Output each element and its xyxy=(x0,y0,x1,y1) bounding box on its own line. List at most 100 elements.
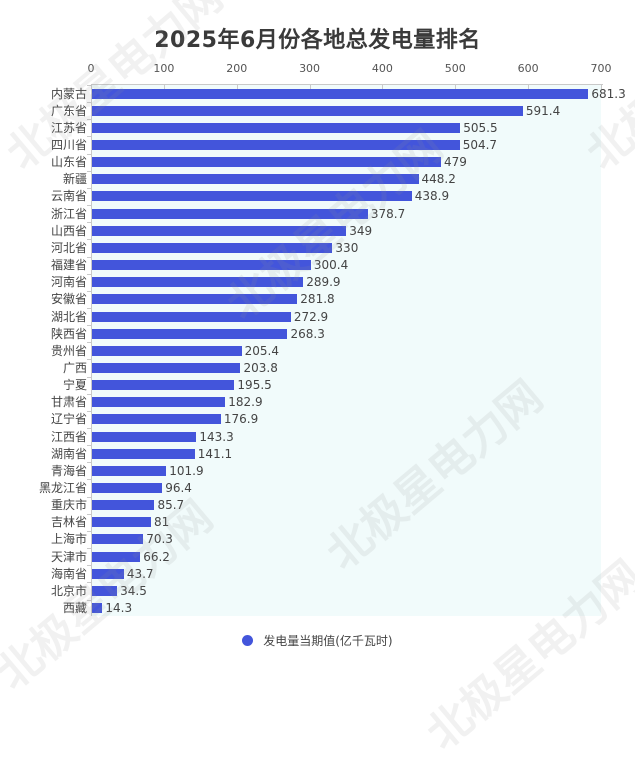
y-tick-mark xyxy=(87,239,91,241)
category-label: 宁夏 xyxy=(62,378,87,393)
x-tick-label: 400 xyxy=(371,62,393,75)
category-label: 天津市 xyxy=(50,549,87,564)
bar[interactable] xyxy=(92,208,368,219)
value-label: 203.8 xyxy=(243,360,278,375)
bar[interactable] xyxy=(92,140,460,151)
value-label: 141.1 xyxy=(197,446,233,461)
value-label: 330 xyxy=(335,240,359,255)
category-label: 辽宁省 xyxy=(50,412,87,427)
category-label: 湖南省 xyxy=(50,446,87,461)
value-label: 504.7 xyxy=(462,138,498,153)
bar[interactable] xyxy=(92,414,221,425)
category-label: 贵州省 xyxy=(50,343,87,358)
bar[interactable] xyxy=(92,568,124,579)
value-label: 681.3 xyxy=(591,86,626,101)
bar[interactable] xyxy=(92,500,155,511)
bar[interactable] xyxy=(92,603,103,614)
bar[interactable] xyxy=(92,174,419,185)
value-label: 448.2 xyxy=(421,172,456,187)
category-label: 黑龙江省 xyxy=(38,481,87,496)
value-label: 34.5 xyxy=(120,583,147,598)
legend-marker-icon xyxy=(242,635,254,646)
value-label: 43.7 xyxy=(126,566,154,581)
bar[interactable] xyxy=(92,551,141,562)
y-tick-mark xyxy=(87,445,91,447)
bar[interactable] xyxy=(92,88,589,99)
bar[interactable] xyxy=(92,397,226,408)
bar[interactable] xyxy=(92,277,304,288)
y-tick-mark xyxy=(87,273,91,275)
bar[interactable] xyxy=(92,585,118,596)
x-tick-mark xyxy=(601,84,602,89)
y-tick-mark xyxy=(87,119,91,121)
value-label: 289.9 xyxy=(306,275,341,290)
value-label: 268.3 xyxy=(290,326,325,341)
x-tick-mark xyxy=(382,84,384,89)
y-tick-mark xyxy=(87,359,91,361)
x-tick-label: 100 xyxy=(153,62,175,75)
x-axis-line xyxy=(91,84,603,85)
bar[interactable] xyxy=(92,483,163,494)
category-label: 西藏 xyxy=(62,601,87,616)
value-label: 182.9 xyxy=(228,395,263,410)
bar[interactable] xyxy=(92,465,167,476)
legend[interactable]: 发电量当期值(亿千瓦时) xyxy=(0,632,635,649)
bar[interactable] xyxy=(92,242,333,253)
x-tick-mark xyxy=(91,84,92,89)
category-label: 云南省 xyxy=(50,189,87,204)
bar[interactable] xyxy=(92,362,241,373)
bar[interactable] xyxy=(92,105,523,116)
y-tick-mark xyxy=(87,548,91,550)
category-label: 吉林省 xyxy=(50,515,87,530)
y-tick-mark xyxy=(87,85,91,86)
y-tick-mark xyxy=(87,222,91,224)
bar[interactable] xyxy=(92,431,197,442)
category-label: 北京市 xyxy=(50,583,87,598)
category-label: 陕西省 xyxy=(50,326,87,341)
y-tick-mark xyxy=(87,153,91,155)
category-label: 新疆 xyxy=(62,172,87,187)
value-label: 349 xyxy=(349,223,373,238)
bar[interactable] xyxy=(92,380,235,391)
bar[interactable] xyxy=(92,534,144,545)
value-label: 96.4 xyxy=(165,481,192,496)
y-tick-mark xyxy=(87,530,91,532)
category-label: 河北省 xyxy=(50,240,87,255)
category-label: 江西省 xyxy=(50,429,87,444)
y-tick-mark xyxy=(87,496,91,498)
category-label: 海南省 xyxy=(50,566,87,581)
y-tick-mark xyxy=(87,565,91,567)
bar[interactable] xyxy=(92,157,441,168)
chart-title: 2025年6月份各地总发电量排名 xyxy=(154,28,481,53)
category-label: 江苏省 xyxy=(50,120,87,135)
bar[interactable] xyxy=(92,448,195,459)
y-tick-mark xyxy=(87,102,91,104)
category-label: 甘肃省 xyxy=(50,395,87,410)
bar[interactable] xyxy=(92,191,412,202)
y-tick-mark xyxy=(87,582,91,584)
x-tick-mark xyxy=(455,84,457,89)
bar[interactable] xyxy=(92,517,151,528)
bar[interactable] xyxy=(92,122,461,133)
bar[interactable] xyxy=(92,294,298,305)
bar[interactable] xyxy=(92,328,288,339)
bar[interactable] xyxy=(92,345,242,356)
y-tick-mark xyxy=(87,479,91,481)
y-tick-mark xyxy=(87,342,91,344)
category-label: 湖北省 xyxy=(50,309,87,324)
y-tick-mark xyxy=(87,307,91,309)
category-label: 河南省 xyxy=(50,275,87,290)
value-label: 205.4 xyxy=(244,343,279,358)
value-label: 195.5 xyxy=(237,378,272,393)
category-label: 广东省 xyxy=(50,103,87,118)
category-label: 山西省 xyxy=(50,223,87,238)
bar[interactable] xyxy=(92,260,311,271)
value-label: 300.4 xyxy=(313,258,349,273)
category-label: 安徽省 xyxy=(50,292,87,307)
category-label: 内蒙古 xyxy=(50,86,87,101)
y-tick-mark xyxy=(87,513,91,515)
y-tick-mark xyxy=(87,290,91,292)
bar[interactable] xyxy=(92,225,347,236)
bar[interactable] xyxy=(92,311,291,322)
value-label: 176.9 xyxy=(223,412,259,427)
